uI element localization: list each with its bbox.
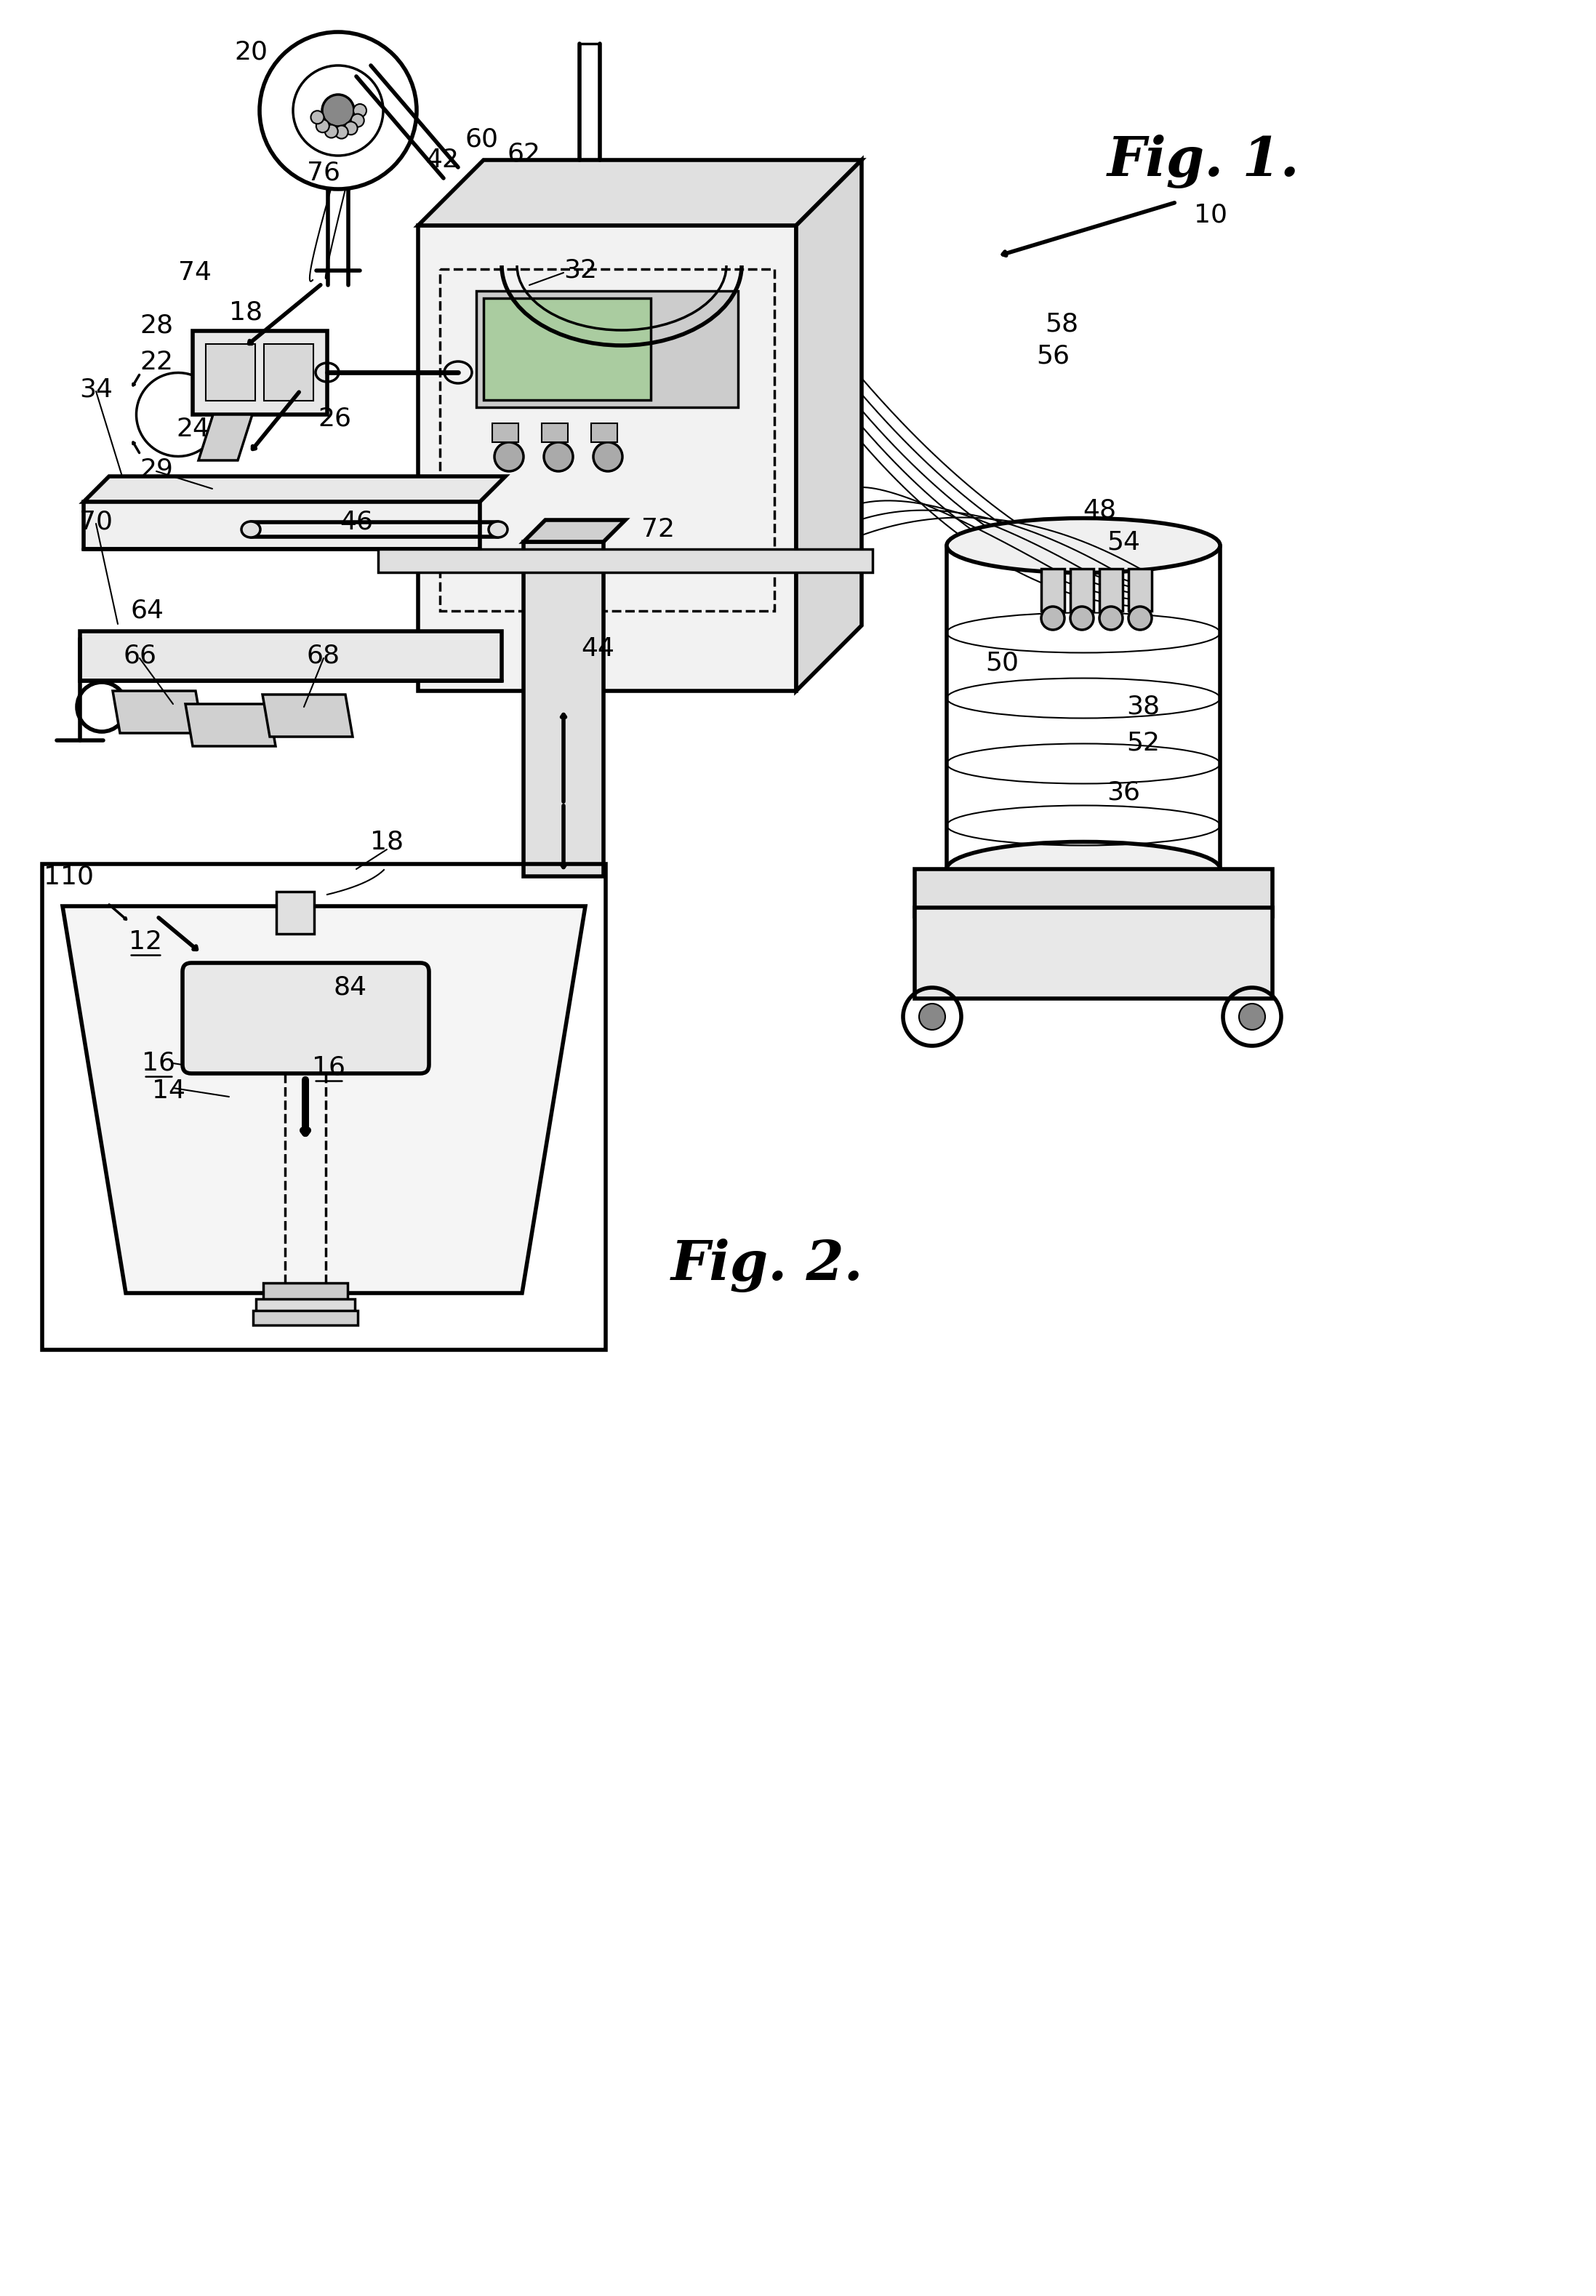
Circle shape	[311, 110, 324, 124]
Bar	[1071, 569, 1093, 611]
Text: 52: 52	[1127, 730, 1160, 755]
Text: 110: 110	[45, 863, 94, 889]
Text: 42: 42	[426, 147, 458, 172]
Text: 32: 32	[563, 257, 597, 282]
Text: 50: 50	[985, 650, 1018, 675]
Bar	[263, 1283, 348, 1304]
Bar	[492, 422, 519, 443]
Text: 18: 18	[370, 829, 404, 854]
Text: 70: 70	[80, 510, 113, 535]
Circle shape	[1128, 606, 1152, 629]
Polygon shape	[523, 519, 626, 542]
Circle shape	[544, 443, 573, 471]
Circle shape	[1238, 1003, 1266, 1031]
Text: 16: 16	[142, 1052, 176, 1075]
Bar	[254, 1311, 358, 1325]
Text: 72: 72	[642, 517, 675, 542]
Polygon shape	[185, 705, 276, 746]
Text: 34: 34	[80, 377, 113, 402]
Polygon shape	[62, 907, 586, 1293]
Circle shape	[335, 126, 348, 138]
Bar	[523, 542, 603, 877]
Text: 48: 48	[1082, 498, 1116, 523]
Circle shape	[1071, 606, 1093, 629]
Text: 24: 24	[176, 418, 209, 441]
Circle shape	[345, 122, 358, 135]
Bar	[193, 331, 327, 416]
Text: 10: 10	[1194, 202, 1227, 227]
Polygon shape	[83, 475, 506, 503]
Text: 44: 44	[581, 636, 614, 661]
Circle shape	[322, 94, 354, 126]
Text: 74: 74	[179, 259, 212, 285]
Text: 64: 64	[131, 599, 164, 622]
Circle shape	[495, 443, 523, 471]
Bar	[476, 292, 737, 406]
Text: 76: 76	[306, 161, 340, 186]
Bar	[255, 1300, 354, 1316]
Bar	[276, 891, 314, 934]
Circle shape	[316, 119, 329, 133]
Bar	[1041, 569, 1065, 611]
Bar	[80, 631, 501, 680]
Text: 18: 18	[228, 301, 262, 326]
Text: 54: 54	[1106, 530, 1140, 553]
Text: 38: 38	[1127, 696, 1160, 719]
Ellipse shape	[241, 521, 260, 537]
Bar	[440, 269, 774, 611]
Text: 58: 58	[1045, 312, 1079, 335]
Bar	[263, 344, 313, 402]
Polygon shape	[113, 691, 203, 732]
Text: 56: 56	[1036, 344, 1069, 370]
Text: 36: 36	[1106, 781, 1140, 806]
Text: 46: 46	[340, 510, 373, 535]
Ellipse shape	[946, 519, 1219, 572]
Bar	[915, 870, 1272, 916]
Ellipse shape	[946, 843, 1219, 895]
Bar	[206, 344, 255, 402]
Bar	[41, 863, 605, 1350]
Circle shape	[919, 1003, 945, 1031]
Bar	[83, 503, 480, 549]
Bar	[378, 549, 873, 572]
Text: 20: 20	[235, 39, 268, 64]
Circle shape	[353, 103, 367, 117]
Text: 16: 16	[311, 1056, 345, 1079]
Text: Fig. 1.: Fig. 1.	[1108, 135, 1299, 188]
Text: 22: 22	[139, 349, 172, 374]
Circle shape	[326, 124, 338, 138]
Ellipse shape	[488, 521, 508, 537]
Bar	[1128, 569, 1152, 611]
Polygon shape	[796, 161, 862, 691]
Bar	[915, 907, 1272, 999]
Circle shape	[1041, 606, 1065, 629]
Text: 84: 84	[334, 976, 367, 1001]
Text: 28: 28	[139, 315, 172, 338]
Text: 29: 29	[140, 457, 172, 482]
Text: 60: 60	[464, 126, 498, 152]
Polygon shape	[262, 696, 353, 737]
Text: 12: 12	[129, 930, 163, 955]
Text: 66: 66	[123, 643, 156, 668]
Text: 14: 14	[152, 1079, 185, 1104]
Bar	[541, 422, 568, 443]
Text: 26: 26	[318, 406, 351, 432]
Bar	[418, 225, 796, 691]
Bar	[1100, 569, 1122, 611]
Text: 62: 62	[508, 142, 539, 168]
Bar	[484, 298, 651, 400]
Circle shape	[351, 115, 364, 126]
Circle shape	[594, 443, 622, 471]
Bar	[591, 422, 618, 443]
Polygon shape	[198, 416, 252, 461]
Text: Fig. 2.: Fig. 2.	[670, 1238, 863, 1293]
FancyBboxPatch shape	[182, 962, 429, 1075]
Text: 68: 68	[306, 643, 340, 668]
Circle shape	[1100, 606, 1122, 629]
Polygon shape	[418, 161, 862, 225]
